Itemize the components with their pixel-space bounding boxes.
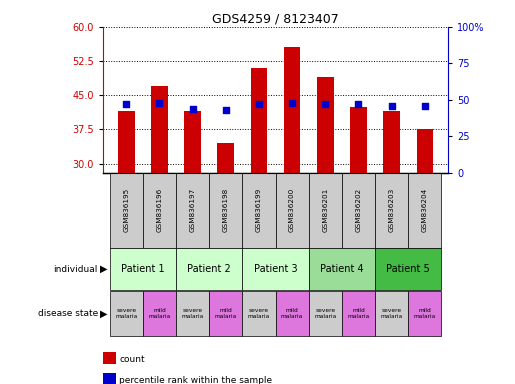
Bar <box>342 173 375 248</box>
Bar <box>308 291 342 336</box>
Text: GSM836203: GSM836203 <box>389 188 394 232</box>
Text: mild
malaria: mild malaria <box>347 308 370 319</box>
Bar <box>276 173 308 248</box>
Text: mild
malaria: mild malaria <box>215 308 237 319</box>
Text: GSM836197: GSM836197 <box>190 188 196 232</box>
Text: disease state: disease state <box>38 309 98 318</box>
Bar <box>408 291 441 336</box>
Text: GSM836200: GSM836200 <box>289 188 295 232</box>
Bar <box>417 129 433 173</box>
Bar <box>308 173 342 248</box>
Text: Patient 4: Patient 4 <box>320 264 364 274</box>
Text: Patient 2: Patient 2 <box>187 264 231 274</box>
Bar <box>243 173 276 248</box>
Bar <box>184 111 201 173</box>
Text: ▶: ▶ <box>100 308 108 318</box>
Bar <box>375 248 441 290</box>
Bar <box>217 143 234 173</box>
Bar <box>209 291 243 336</box>
Bar <box>176 173 209 248</box>
Text: Patient 3: Patient 3 <box>254 264 297 274</box>
Bar <box>143 173 176 248</box>
Text: severe
malaria: severe malaria <box>381 308 403 319</box>
Point <box>221 107 230 113</box>
Bar <box>143 291 176 336</box>
Text: individual: individual <box>54 265 98 274</box>
Bar <box>176 248 243 290</box>
Bar <box>375 173 408 248</box>
Bar <box>151 86 168 173</box>
Bar <box>375 291 408 336</box>
Bar <box>284 47 300 173</box>
Point <box>188 106 197 112</box>
Text: ▶: ▶ <box>100 264 108 274</box>
Bar <box>110 291 143 336</box>
Bar <box>276 291 308 336</box>
Text: GSM836196: GSM836196 <box>157 188 162 232</box>
Bar <box>317 77 334 173</box>
Bar <box>110 173 143 248</box>
Text: severe
malaria: severe malaria <box>248 308 270 319</box>
Text: GSM836201: GSM836201 <box>322 188 328 232</box>
Bar <box>118 111 134 173</box>
Point <box>255 101 263 107</box>
Text: severe
malaria: severe malaria <box>115 308 138 319</box>
Point <box>387 103 396 109</box>
Bar <box>383 111 400 173</box>
Point <box>288 100 296 106</box>
Bar <box>342 291 375 336</box>
Text: mild
malaria: mild malaria <box>414 308 436 319</box>
Text: mild
malaria: mild malaria <box>281 308 303 319</box>
Text: severe
malaria: severe malaria <box>181 308 204 319</box>
Point <box>321 101 330 107</box>
Point <box>421 103 429 109</box>
Bar <box>110 248 176 290</box>
Bar <box>408 173 441 248</box>
Text: GSM836195: GSM836195 <box>123 188 129 232</box>
Text: severe
malaria: severe malaria <box>314 308 336 319</box>
Bar <box>350 107 367 173</box>
Text: Patient 5: Patient 5 <box>386 264 430 274</box>
Bar <box>251 68 267 173</box>
Bar <box>209 173 243 248</box>
Text: mild
malaria: mild malaria <box>148 308 170 319</box>
Point <box>354 101 363 107</box>
Text: percentile rank within the sample: percentile rank within the sample <box>119 376 272 384</box>
Title: GDS4259 / 8123407: GDS4259 / 8123407 <box>212 13 339 26</box>
Text: GSM836202: GSM836202 <box>355 188 362 232</box>
Point <box>122 101 130 107</box>
Text: GSM836204: GSM836204 <box>422 188 428 232</box>
Bar <box>243 248 308 290</box>
Text: Patient 1: Patient 1 <box>121 264 165 274</box>
Point <box>156 100 164 106</box>
Text: GSM836199: GSM836199 <box>256 188 262 232</box>
Text: count: count <box>119 354 145 364</box>
Bar <box>308 248 375 290</box>
Bar <box>243 291 276 336</box>
Bar <box>176 291 209 336</box>
Text: GSM836198: GSM836198 <box>223 188 229 232</box>
